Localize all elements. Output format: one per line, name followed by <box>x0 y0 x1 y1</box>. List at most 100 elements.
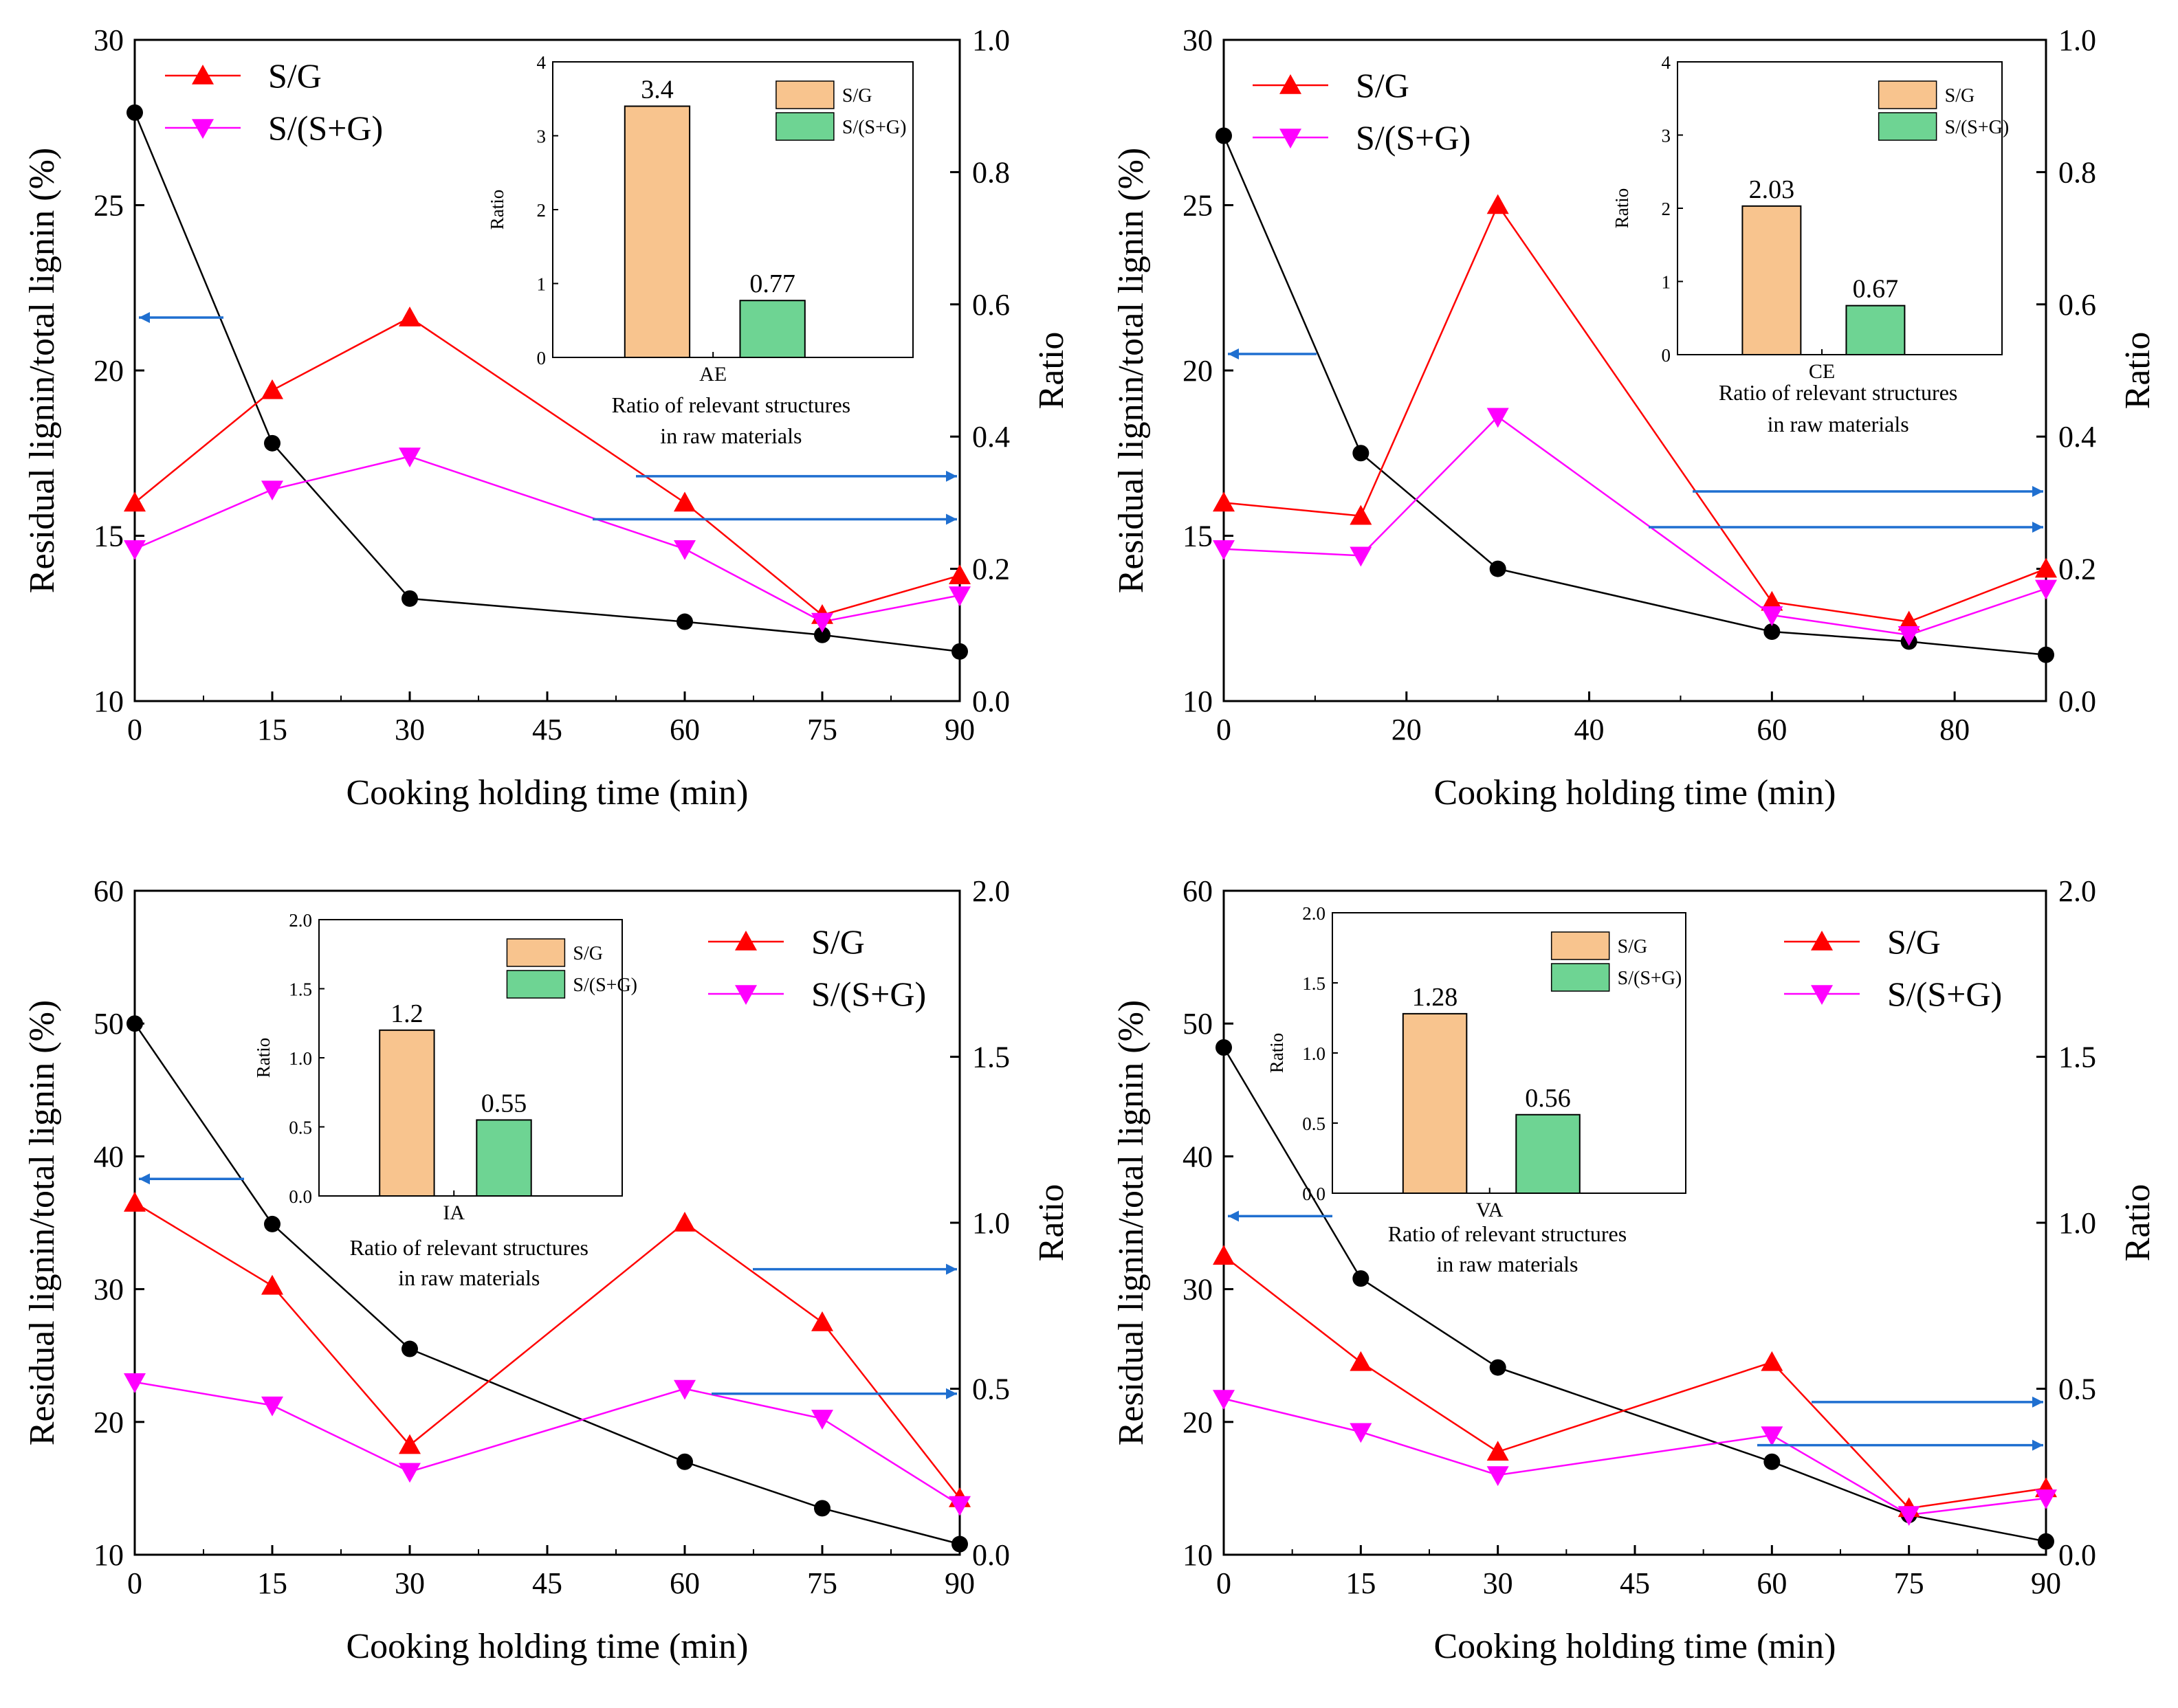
series-line-sg <box>1223 1255 2047 1509</box>
series-line-ssg <box>134 1381 960 1506</box>
y-left-tick-label: 30 <box>94 1273 124 1307</box>
y-left-axis-title: Residual lignin/total lignin (%) <box>23 1000 62 1445</box>
legend: S/G S/(S+G) <box>1784 922 2002 1013</box>
arrow-head <box>2032 1396 2043 1408</box>
point-residual-lignin <box>814 1500 830 1517</box>
inset-y-tick-label: 2 <box>537 200 547 221</box>
inset-bar-ssg <box>1845 304 1906 355</box>
inset-bar-value-label: 0.55 <box>481 1089 527 1118</box>
y-right-tick-label: 0.8 <box>2058 155 2096 189</box>
point-ssg <box>124 1373 146 1393</box>
point-residual-lignin <box>2038 1533 2054 1550</box>
y-left-tick-label: 10 <box>94 1538 124 1572</box>
inset-legend-label: S/(S+G) <box>1945 117 2010 138</box>
series-line-residual-lignin <box>1222 135 2047 656</box>
inset-y-tick-label: 3 <box>537 126 547 147</box>
inset-bar-value-label: 0.77 <box>749 269 795 298</box>
point-sg <box>674 491 696 512</box>
x-tick-label: 15 <box>257 1566 287 1600</box>
y-right-tick-label: 0.8 <box>972 155 1010 189</box>
x-tick-label: 60 <box>1757 713 1787 746</box>
y-left-tick-label: 40 <box>1182 1140 1213 1173</box>
inset-x-category: IA <box>443 1201 465 1224</box>
inset-legend-swatch-sg <box>1550 931 1610 960</box>
point-ssg <box>949 1496 971 1516</box>
inset-y-tick-label: 2.0 <box>1302 903 1326 924</box>
inset-legend-label: S/G <box>1945 85 1975 107</box>
point-sg <box>1350 504 1372 525</box>
x-tick-label: 75 <box>1894 1566 1924 1600</box>
y-left-tick-label: 15 <box>1182 520 1213 553</box>
y-right-tick-label: 1.5 <box>972 1041 1010 1074</box>
inset-legend-swatch-sg <box>776 80 835 109</box>
y-right-tick-label: 0.5 <box>2058 1373 2096 1406</box>
series-line-ssg <box>1223 415 2047 636</box>
y-right-tick-label: 0.4 <box>2058 420 2096 454</box>
point-residual-lignin <box>814 626 830 643</box>
inset-bar-sg <box>624 105 691 358</box>
x-axis-title: Cooking holding time (min) <box>346 1627 749 1666</box>
point-sg <box>674 1212 696 1232</box>
point-residual-lignin <box>264 434 280 452</box>
x-tick-label: 0 <box>127 1566 142 1600</box>
point-residual-lignin <box>1216 127 1232 144</box>
x-tick-label: 0 <box>1216 1566 1231 1600</box>
point-ssg <box>2035 579 2057 600</box>
series-line-ssg <box>134 455 960 623</box>
inset-legend-swatch-ssg <box>1550 963 1610 992</box>
inset-y-tick-label: 1.0 <box>289 1048 312 1069</box>
series-line-residual-lignin <box>133 112 960 653</box>
y-left-tick-label: 20 <box>1182 1406 1213 1439</box>
series-line-sg <box>134 316 960 617</box>
point-residual-lignin <box>1352 1270 1370 1287</box>
point-ssg <box>124 540 146 560</box>
arrow-head <box>1228 1210 1239 1222</box>
inset-y-tick-label: 0 <box>537 348 547 368</box>
inset-bar-value-label: 1.28 <box>1412 983 1458 1012</box>
y-left-tick-label: 60 <box>94 874 124 908</box>
point-sg <box>1761 590 1783 611</box>
point-residual-lignin <box>676 613 693 630</box>
legend-label-ssg: S/(S+G) <box>1356 118 1471 157</box>
y-left-tick-label: 25 <box>1182 189 1213 223</box>
y-right-tick-label: 0.0 <box>2058 685 2096 718</box>
x-tick-label: 45 <box>1620 1566 1650 1600</box>
point-residual-lignin <box>676 1453 693 1470</box>
inset-legend-swatch-ssg <box>1878 112 1937 141</box>
inset-bar-ssg <box>1515 1113 1581 1195</box>
legend-marker-ssg <box>735 985 757 1005</box>
legend-label-sg: S/G <box>1356 66 1409 104</box>
inset-y-tick-label: 0 <box>1662 345 1671 366</box>
legend-label-sg: S/G <box>1887 922 1941 961</box>
inset-x-category: VA <box>1476 1199 1504 1221</box>
point-residual-lignin <box>1763 623 1781 640</box>
inset-caption: Ratio of relevant structures <box>350 1235 588 1260</box>
y-left-tick-label: 15 <box>94 520 124 553</box>
point-ssg <box>261 1396 283 1417</box>
inset-legend-label: S/(S+G) <box>573 975 637 996</box>
arrow-head <box>946 513 957 525</box>
point-ssg <box>674 1379 696 1400</box>
inset-bar-value-label: 3.4 <box>641 76 674 104</box>
inset-frame <box>1677 61 2003 355</box>
arrow-head <box>946 470 957 482</box>
inset-y-axis-title: Ratio <box>487 190 507 230</box>
inset-legend-label: S/G <box>1618 936 1648 957</box>
inset-y-tick-label: 3 <box>1662 126 1671 146</box>
y-right-tick-label: 0.0 <box>2058 1538 2096 1572</box>
x-tick-label: 90 <box>2031 1566 2061 1600</box>
point-ssg <box>1898 1506 1920 1527</box>
y-left-tick-label: 10 <box>1182 1538 1213 1572</box>
point-residual-lignin <box>952 1535 968 1553</box>
point-sg <box>261 379 283 399</box>
point-residual-lignin <box>1489 560 1506 577</box>
inset-legend-label: S/(S+G) <box>842 117 907 138</box>
y-left-axis-title: Residual lignin/total lignin (%) <box>23 148 62 593</box>
inset-caption: Ratio of relevant structures <box>1388 1221 1627 1246</box>
inset-y-axis-title: Ratio <box>253 1038 274 1078</box>
y-right-axis-title: Ratio <box>2118 332 2157 410</box>
x-tick-label: 80 <box>1939 713 1970 746</box>
x-tick-label: 75 <box>807 713 837 746</box>
x-tick-label: 20 <box>1392 713 1422 746</box>
